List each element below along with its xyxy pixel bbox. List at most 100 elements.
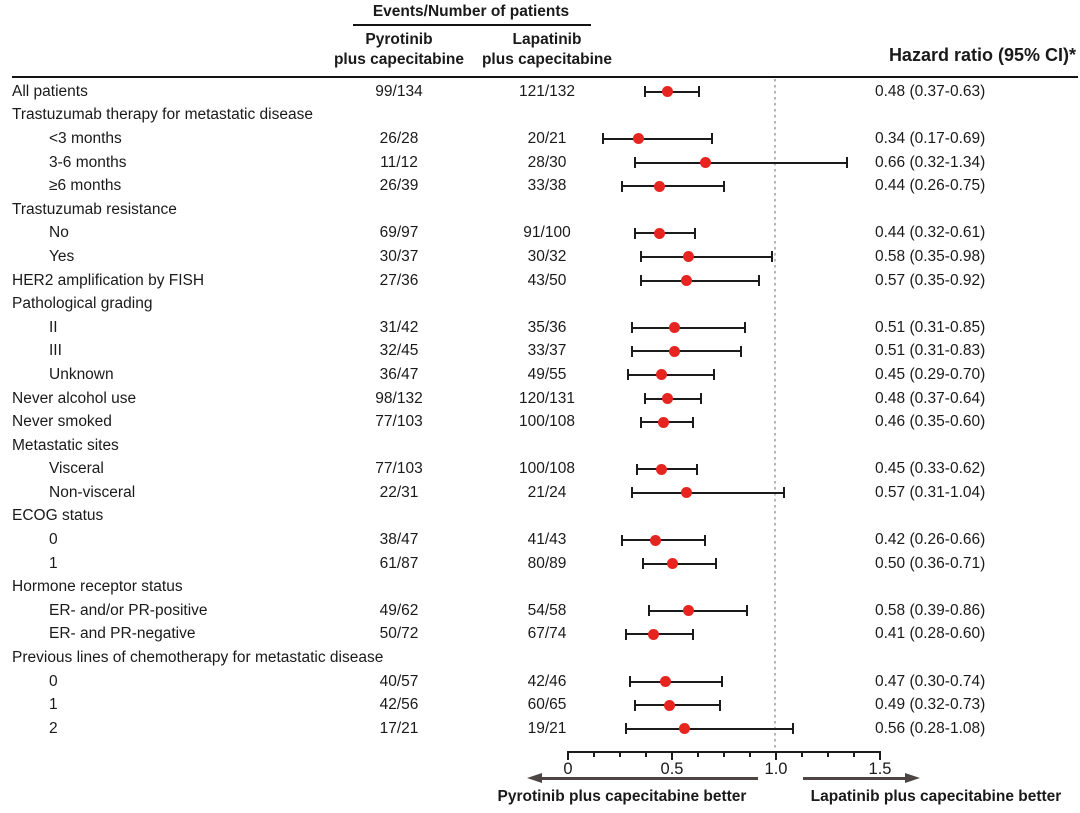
lapatinib-column-header-line2: plus capecitabine xyxy=(481,51,613,68)
ci-cap-right xyxy=(691,416,694,428)
axis-major-tick xyxy=(879,751,881,760)
hr-point-marker xyxy=(654,227,666,239)
lapatinib-events-value: 19/21 xyxy=(527,719,567,737)
pyrotinib-column-header-line1: Pyrotinib xyxy=(365,31,433,48)
right-arrow-label: Lapatinib plus capecitabine better xyxy=(810,788,1062,805)
row-label: HER2 amplification by FISH xyxy=(12,271,205,289)
pyrotinib-events-value: 38/47 xyxy=(379,531,419,549)
pyrotinib-events-value: 32/45 xyxy=(379,342,419,360)
hr-value-text: 0.49 (0.32-0.73) xyxy=(875,696,986,714)
hr-point-marker xyxy=(678,723,690,735)
ci-cap-left xyxy=(635,463,638,475)
forest-group-row: Metastatic sites xyxy=(0,434,1080,458)
hr-point-marker xyxy=(668,345,680,357)
hr-value-text: 0.66 (0.32-1.34) xyxy=(875,153,986,171)
ci-cap-left xyxy=(602,133,605,145)
hr-point-marker xyxy=(658,416,670,428)
axis-tick-label: 1.0 xyxy=(764,760,788,778)
hr-point-marker xyxy=(660,676,672,688)
pyrotinib-events-value: 22/31 xyxy=(379,483,419,501)
hr-value-text: 0.48 (0.37-0.64) xyxy=(875,389,986,407)
ci-cap-right xyxy=(712,369,715,381)
axis-major-tick xyxy=(567,751,569,760)
forest-row: III 32/45 33/37 0.51 (0.31-0.83) xyxy=(0,340,1080,364)
pyrotinib-column-header: Pyrotinib plus capecitabine xyxy=(317,30,481,70)
row-label: No xyxy=(49,224,69,242)
row-label: All patients xyxy=(12,82,88,100)
ci-bar xyxy=(603,137,712,140)
ci-cap-right xyxy=(700,393,703,405)
lapatinib-events-value: 100/108 xyxy=(518,460,576,478)
events-header-underline xyxy=(353,23,591,26)
ci-cap-left xyxy=(639,416,642,428)
row-label: Previous lines of chemotherapy for metas… xyxy=(12,649,384,667)
ci-cap-left xyxy=(643,393,646,405)
ci-bar xyxy=(632,491,785,494)
lapatinib-column-header: Lapatinib plus capecitabine xyxy=(465,30,629,70)
row-label: Trastuzumab therapy for metastatic disea… xyxy=(12,106,313,124)
lapatinib-events-value: 43/50 xyxy=(527,271,567,289)
header-divider-rule xyxy=(12,75,1078,78)
axis-minor-tick xyxy=(853,751,855,757)
axis-minor-tick xyxy=(723,751,725,757)
row-label: 3-6 months xyxy=(49,153,127,171)
forest-group-row: Previous lines of chemotherapy for metas… xyxy=(0,646,1080,670)
row-label: Hormone receptor status xyxy=(12,578,183,596)
row-label: Visceral xyxy=(49,460,104,478)
pyrotinib-events-value: 49/62 xyxy=(379,601,419,619)
pyrotinib-events-value: 36/47 xyxy=(379,365,419,383)
forest-row: 3-6 months 11/12 28/30 0.66 (0.32-1.34) xyxy=(0,151,1080,175)
hr-point-marker xyxy=(656,369,668,381)
ci-bar xyxy=(626,727,793,730)
ci-cap-left xyxy=(639,275,642,287)
ci-bar xyxy=(644,397,702,400)
row-label: 0 xyxy=(49,672,58,690)
ci-cap-left xyxy=(625,628,628,640)
pyrotinib-events-value: 50/72 xyxy=(379,625,419,643)
forest-group-row: Trastuzumab resistance xyxy=(0,198,1080,222)
hr-value-text: 0.42 (0.26-0.66) xyxy=(875,531,986,549)
ci-cap-left xyxy=(648,605,651,617)
lapatinib-events-value: 30/32 xyxy=(527,247,567,265)
ci-cap-right xyxy=(739,345,742,357)
pyrotinib-events-value: 61/87 xyxy=(379,554,419,572)
ci-bar xyxy=(634,161,847,164)
lapatinib-events-value: 120/131 xyxy=(518,389,576,407)
hr-value-text: 0.57 (0.31-1.04) xyxy=(875,483,986,501)
hr-point-marker xyxy=(683,251,695,263)
ci-cap-right xyxy=(695,463,698,475)
hr-value-text: 0.50 (0.36-0.71) xyxy=(875,554,986,572)
forest-group-row: Pathological grading xyxy=(0,292,1080,316)
ci-cap-right xyxy=(845,157,848,169)
forest-row: <3 months 26/28 20/21 0.34 (0.17-0.69) xyxy=(0,127,1080,151)
row-label: Yes xyxy=(49,247,75,265)
right-arrow-head-icon xyxy=(905,772,920,783)
ci-cap-left xyxy=(641,558,644,570)
row-label: II xyxy=(49,318,58,336)
ci-cap-right xyxy=(691,628,694,640)
lapatinib-events-value: 41/43 xyxy=(527,531,567,549)
lapatinib-events-value: 42/46 xyxy=(527,672,567,690)
lapatinib-events-value: 54/58 xyxy=(527,601,567,619)
hr-point-marker xyxy=(649,534,661,546)
hr-point-marker xyxy=(681,487,693,499)
forest-row: Never smoked 77/103 100/108 0.46 (0.35-0.60… xyxy=(0,410,1080,434)
axis-major-tick xyxy=(775,751,777,760)
hr-point-marker xyxy=(662,86,674,98)
pyrotinib-events-value: 77/103 xyxy=(375,413,423,431)
lapatinib-events-value: 21/24 xyxy=(527,483,567,501)
hr-value-text: 0.45 (0.29-0.70) xyxy=(875,365,986,383)
row-label: 2 xyxy=(49,719,58,737)
ci-cap-right xyxy=(758,275,761,287)
pyrotinib-events-value: 77/103 xyxy=(375,460,423,478)
ci-bar xyxy=(640,255,772,258)
hr-value-text: 0.56 (0.28-1.08) xyxy=(875,719,986,737)
row-label: Metastatic sites xyxy=(12,436,119,454)
left-arrow-head-icon xyxy=(527,772,542,783)
hr-value-text: 0.47 (0.30-0.74) xyxy=(875,672,986,690)
forest-row: Yes 30/37 30/32 0.58 (0.35-0.98) xyxy=(0,245,1080,269)
row-label: Trastuzumab resistance xyxy=(12,200,177,218)
row-label: <3 months xyxy=(49,129,122,147)
axis-minor-tick xyxy=(801,751,803,757)
